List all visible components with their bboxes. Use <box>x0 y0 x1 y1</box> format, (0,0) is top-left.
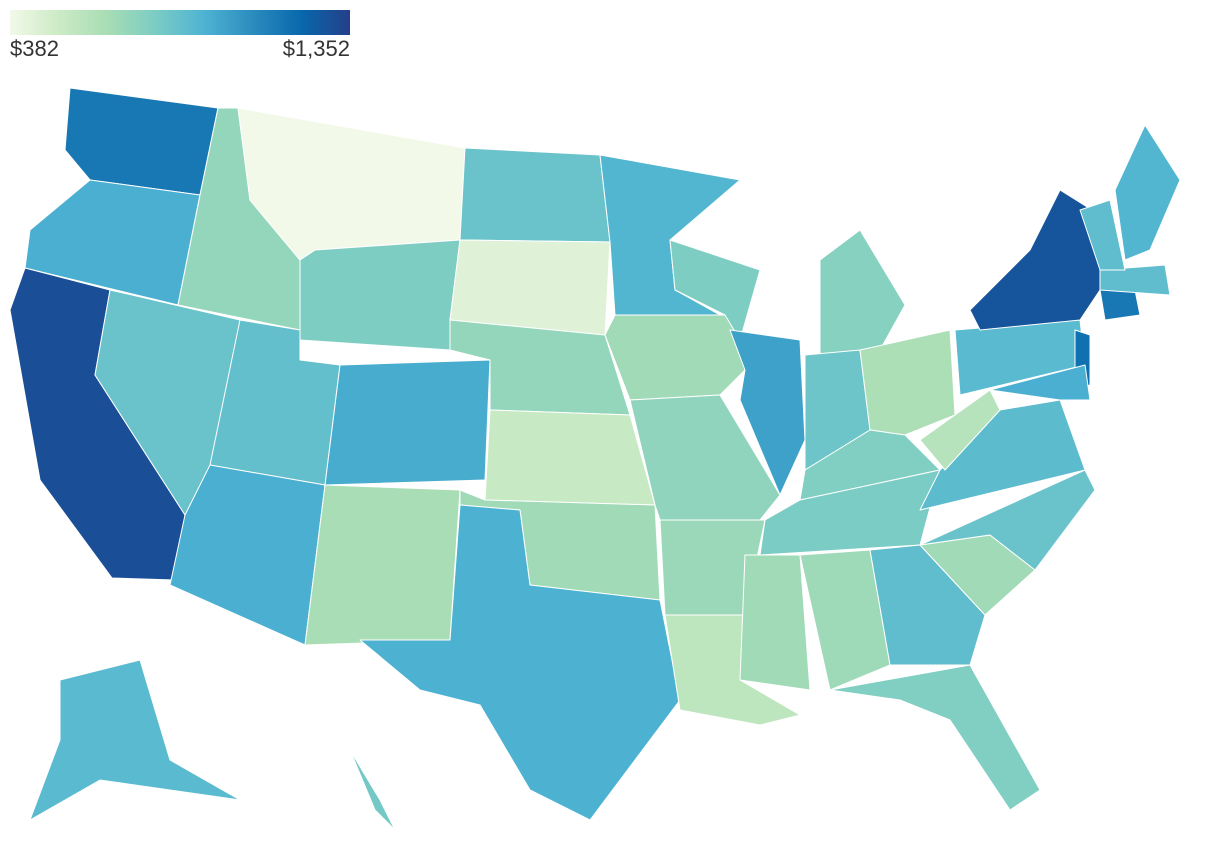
states <box>9 87 1181 831</box>
state <box>299 239 461 351</box>
state <box>599 154 741 316</box>
state <box>859 329 956 436</box>
state <box>1114 124 1181 261</box>
state <box>169 464 326 646</box>
state <box>1099 289 1141 321</box>
state <box>604 314 746 401</box>
state <box>484 409 656 506</box>
state <box>324 359 491 486</box>
state <box>919 469 1096 571</box>
legend-gradient <box>10 10 350 35</box>
state <box>459 147 611 243</box>
state <box>739 554 811 691</box>
state <box>829 664 1041 811</box>
state <box>729 329 806 496</box>
state <box>1079 199 1126 271</box>
state <box>669 239 761 341</box>
state <box>989 364 1091 401</box>
legend-label: $1,352 <box>283 36 350 61</box>
state <box>359 504 681 821</box>
state <box>919 389 1001 471</box>
state <box>29 659 241 821</box>
state <box>819 229 906 356</box>
state <box>869 544 986 666</box>
state <box>64 87 219 196</box>
state <box>1099 264 1171 296</box>
state <box>449 239 611 336</box>
legend-label: $382 <box>10 36 59 61</box>
state <box>799 429 941 501</box>
state <box>304 484 461 646</box>
state <box>349 749 396 831</box>
